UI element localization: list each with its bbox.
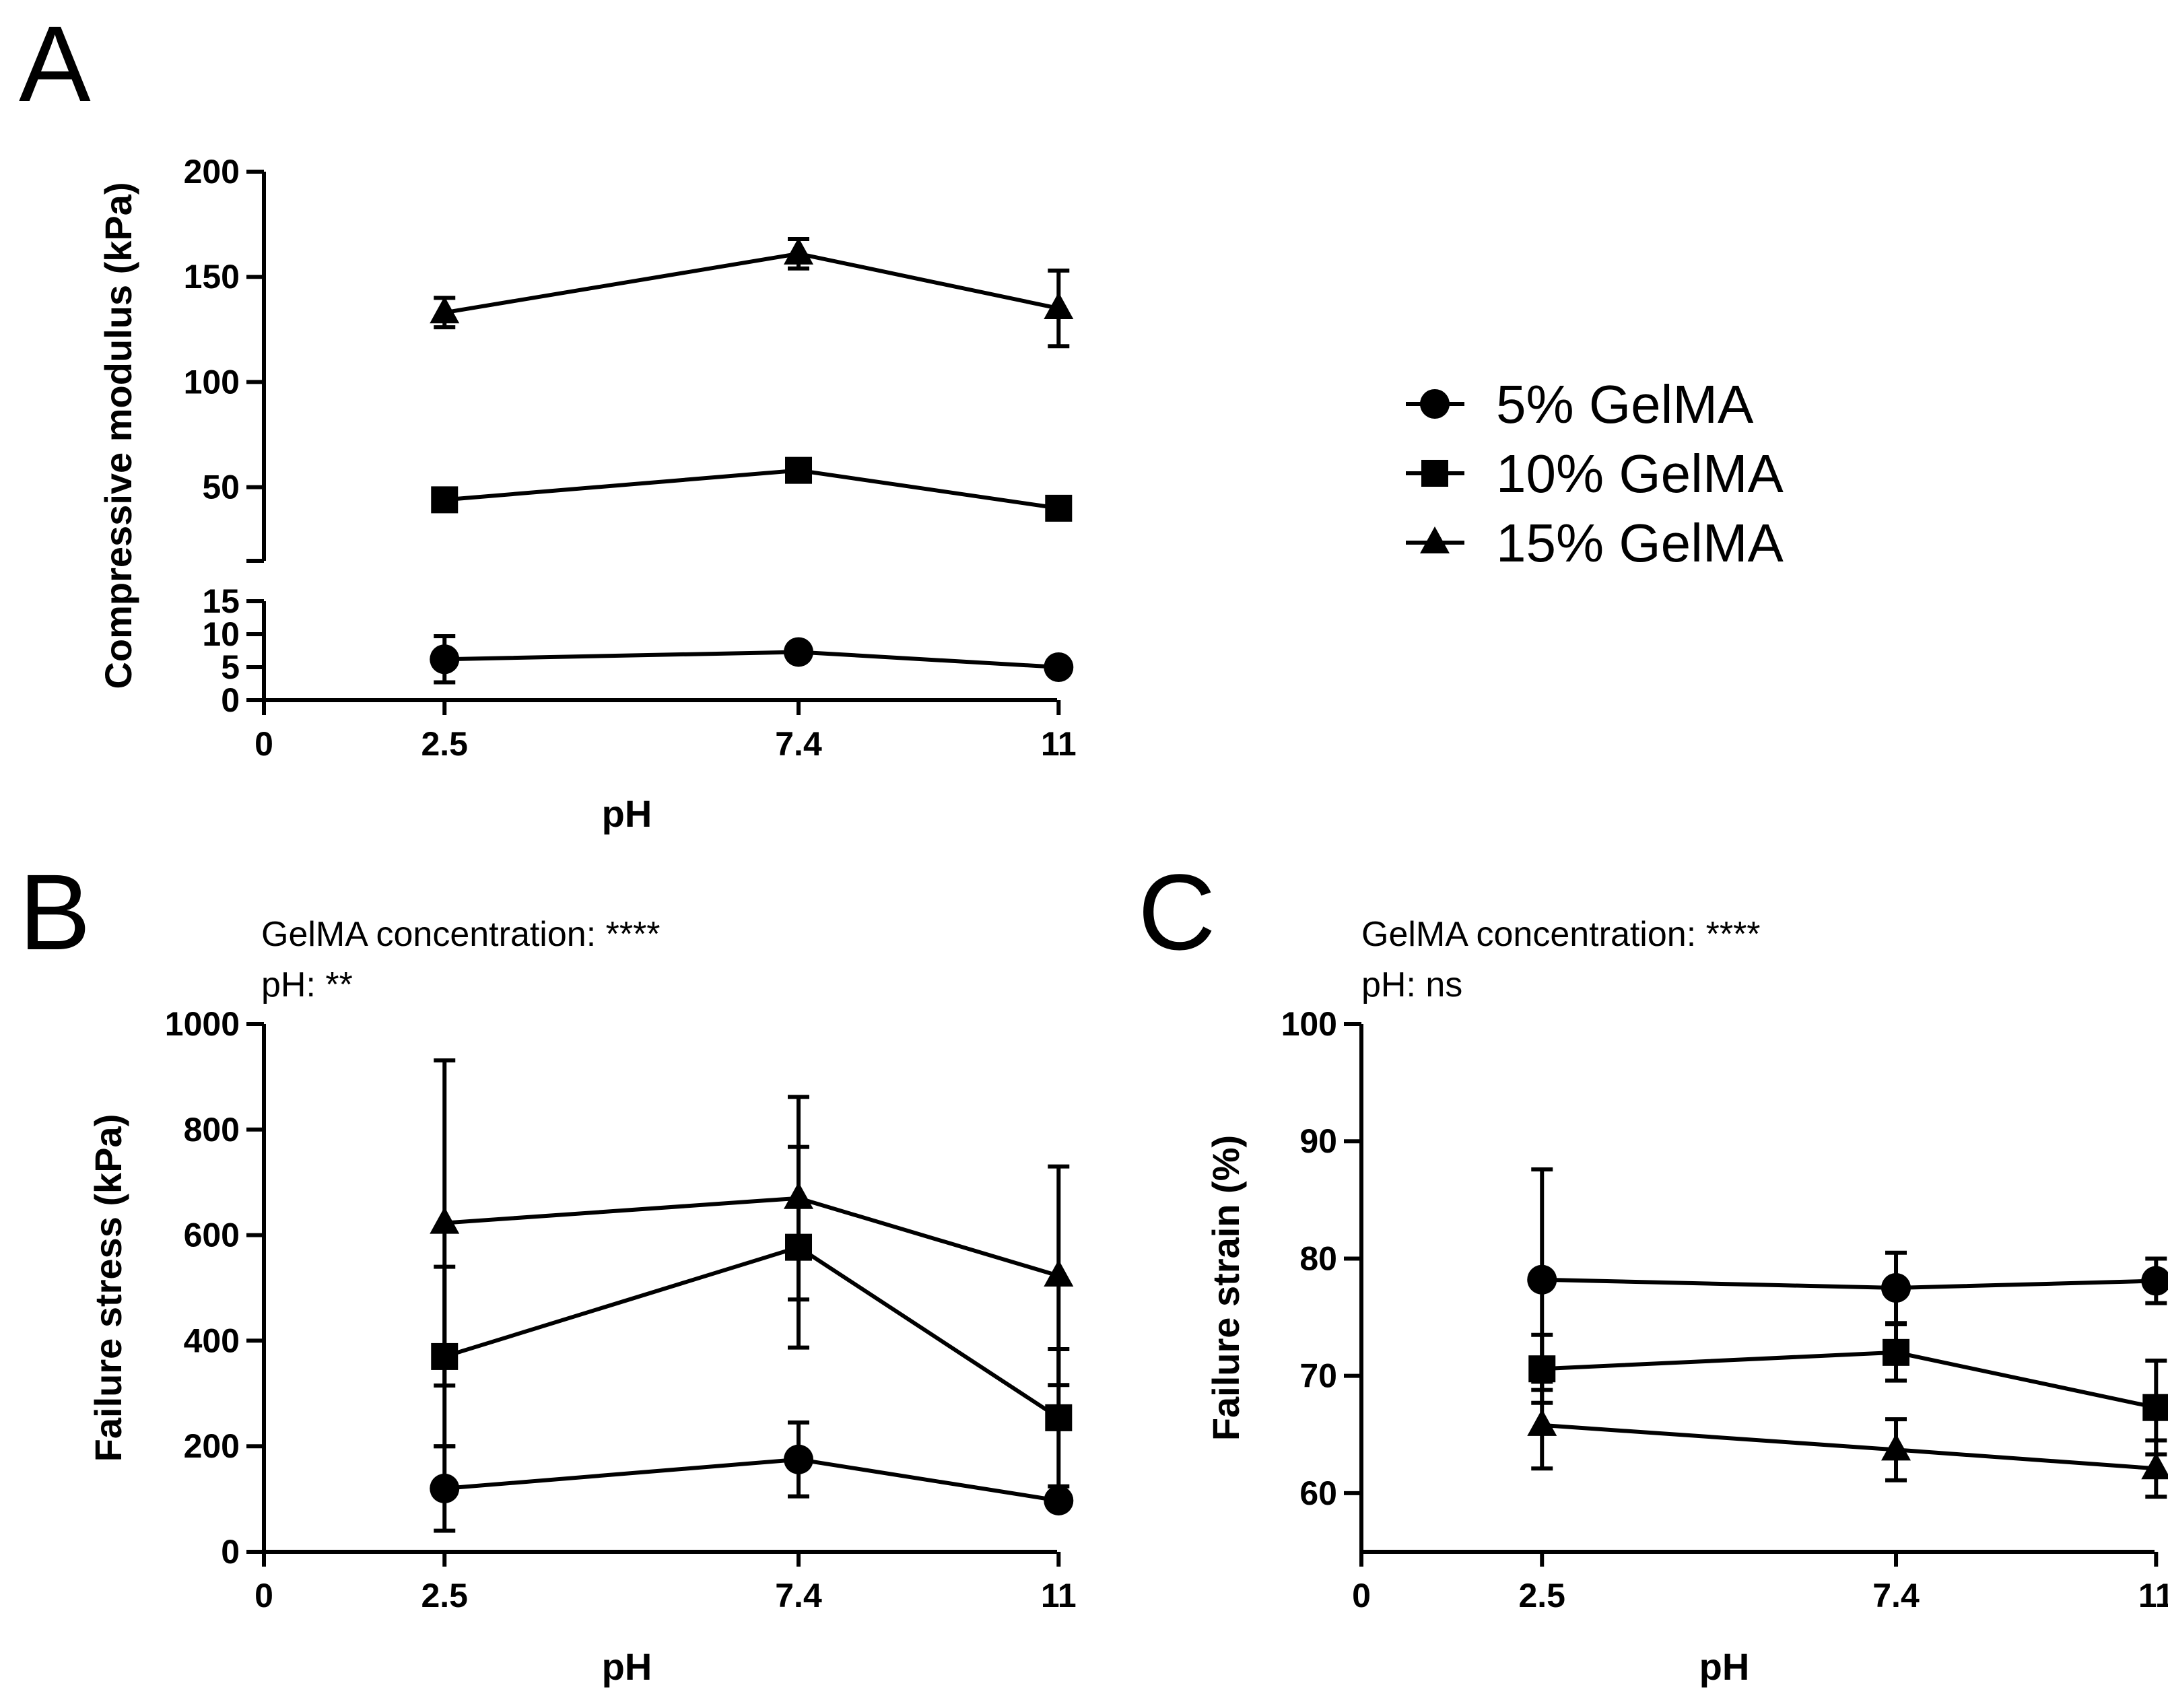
a-y-tick-label: 150 [184, 258, 240, 296]
b-x-tick-label: 2.5 [421, 1577, 468, 1614]
b-y-tick-label: 0 [221, 1533, 240, 1571]
a-y-tick-label: 15 [202, 582, 240, 620]
a-x-tick-label: 11 [1041, 725, 1077, 763]
legend-marker-square [1421, 460, 1448, 487]
a-data-point [430, 296, 460, 324]
a-y-tick-label: 100 [184, 363, 240, 401]
c-series-line-3 [1542, 1423, 2157, 1471]
c-y-tick-label: 90 [1299, 1122, 1337, 1160]
a-data-point [1045, 494, 1073, 522]
panel-letter-b: B [19, 852, 91, 972]
a-x-tick-label: 7.4 [775, 725, 822, 763]
panel-c-stat-concentration: GelMA concentration: **** [1361, 915, 1761, 954]
b-data-point [1044, 1259, 1074, 1287]
legend-label-3: 15% GelMA [1496, 513, 1784, 573]
a-data-point [784, 237, 814, 265]
panel-letter-a: A [19, 3, 91, 124]
a-y-tick-label: 50 [202, 469, 240, 506]
b-y-tick-label: 600 [184, 1217, 240, 1254]
c-x-tick-label: 11 [2138, 1577, 2168, 1614]
a-y-tick-label: 200 [184, 153, 240, 191]
a-x-tick-label: 2.5 [421, 725, 468, 763]
a-data-point [430, 644, 460, 675]
a-data-point [431, 486, 459, 514]
c-data-point [2141, 1266, 2168, 1296]
c-data-point [1527, 1408, 1557, 1436]
panel-b-stat-ph: pH: ** [261, 965, 353, 1004]
c-data-point [1881, 1433, 1911, 1461]
b-data-point [784, 1444, 814, 1474]
c-x-tick-label: 7.4 [1872, 1577, 1920, 1614]
c-y-axis-title: Failure strain (%) [1205, 1135, 1247, 1441]
panel-c-stat-ph: pH: ns [1361, 965, 1462, 1004]
b-y-tick-label: 800 [184, 1111, 240, 1149]
legend-marker-circle [1420, 389, 1450, 419]
b-series-line-3 [444, 1196, 1060, 1278]
c-series-line-1 [1542, 1277, 2157, 1291]
b-x-axis-title: pH [602, 1645, 652, 1688]
a-y-tick-label: 10 [202, 615, 240, 653]
a-data-point [1044, 292, 1074, 320]
c-y-tick-label: 100 [1281, 1005, 1337, 1043]
c-data-point [2142, 1394, 2168, 1421]
c-series-line-2 [1542, 1350, 2157, 1410]
b-y-tick-label: 1000 [165, 1005, 240, 1043]
b-series-line-1 [444, 1457, 1059, 1503]
legend-label-1: 5% GelMA [1496, 374, 1754, 434]
c-x-tick-label: 0 [1352, 1577, 1371, 1614]
c-data-point [2141, 1452, 2168, 1480]
b-data-point [1045, 1404, 1073, 1431]
b-data-point [784, 1182, 814, 1209]
c-data-point [1881, 1273, 1911, 1303]
b-y-axis-title: Failure stress (kPa) [87, 1114, 129, 1462]
a-data-point [785, 456, 813, 484]
b-x-tick-label: 0 [255, 1577, 273, 1614]
b-y-tick-label: 200 [184, 1427, 240, 1465]
c-x-axis-title: pH [1699, 1645, 1750, 1688]
b-data-point [1044, 1485, 1074, 1515]
legend: 5% GelMA 10% GelMA 15% GelMA [1406, 374, 1784, 573]
legend-marker-triangle [1420, 526, 1450, 553]
a-y-tick-label: 0 [221, 681, 240, 719]
b-y-tick-label: 400 [184, 1322, 240, 1359]
a-data-point [784, 637, 814, 667]
panel-b-chart: 0 200 400 600 800 1000 Failure stress (kPa) 0 2.… [87, 1005, 1077, 1688]
a-y-tick-label: 5 [221, 648, 240, 686]
b-series-line-2 [444, 1245, 1060, 1420]
c-data-point [1883, 1338, 1910, 1366]
a-series-line-2 [444, 468, 1059, 510]
c-y-tick-label: 70 [1299, 1357, 1337, 1395]
panel-c-chart: 60 70 80 90 100 Failure strain (%) 0 2.5 7.4 11 pH [1205, 1005, 2168, 1688]
panel-b-stat-concentration: GelMA concentration: **** [261, 915, 660, 954]
b-x-tick-label: 7.4 [775, 1577, 822, 1614]
c-y-tick-label: 80 [1299, 1239, 1337, 1277]
b-x-tick-label: 11 [1041, 1577, 1077, 1614]
panel-letter-c: C [1138, 852, 1216, 972]
a-x-axis-title: pH [602, 792, 652, 835]
c-data-point [1527, 1264, 1557, 1295]
a-series-line-3 [444, 251, 1059, 315]
a-x-tick-label: 0 [255, 725, 273, 763]
b-data-point [430, 1206, 460, 1234]
a-data-point [1044, 652, 1074, 682]
a-y-axis-title: Compressive modulus (kPa) [97, 182, 139, 689]
a-series-line-1 [444, 650, 1059, 669]
legend-label-2: 10% GelMA [1496, 444, 1784, 504]
c-data-point [1528, 1355, 1556, 1383]
c-x-tick-label: 2.5 [1518, 1577, 1565, 1614]
b-data-point [430, 1473, 460, 1503]
c-y-tick-label: 60 [1299, 1474, 1337, 1512]
